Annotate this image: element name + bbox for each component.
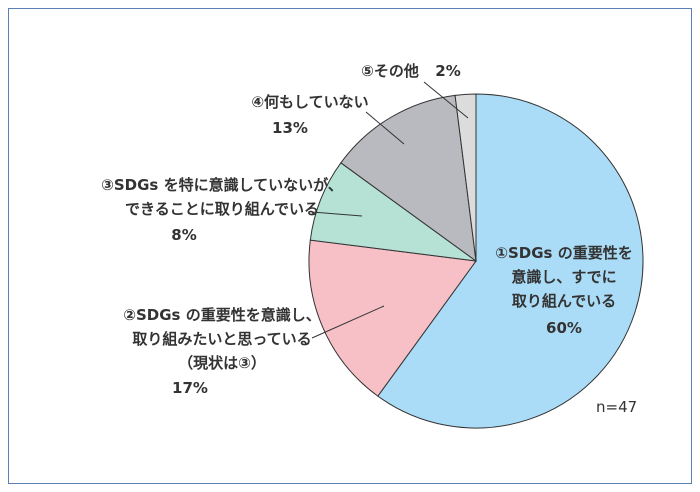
leader-lines (311, 81, 469, 339)
sample-size-note: n=47 (596, 398, 637, 416)
pie-slice-2 (308, 239, 477, 397)
slice-label-1-line-2: 意識し、すでに (511, 268, 616, 286)
leader-line-4 (365, 111, 405, 145)
slice-label-5-line-1: ⑤その他 (361, 62, 419, 80)
slice-label-4-line-1: ④何もしていない (251, 93, 368, 111)
slice-label-1-line-1: ①SDGs の重要性を (495, 244, 632, 262)
slice-value-label-3: 8% (171, 226, 196, 244)
leader-line-2 (311, 305, 385, 339)
slice-value-label-2: 17% (172, 379, 208, 397)
leader-line-3 (311, 211, 363, 217)
pie-slice-4 (340, 94, 477, 263)
slice-value-label-5: 2% (435, 62, 460, 80)
pie-slice-1 (377, 93, 644, 429)
slice-label-1-line-3: 取り組んでいる (512, 292, 616, 310)
slice-label-2-line-2: 取り組みたいと思っている (132, 330, 311, 348)
slice-value-label-1: 60% (546, 319, 582, 337)
slice-label-2-line-3: （現状は③） (178, 354, 266, 372)
slice-label-3-line-1: ③SDGs を特に意識していないが、 (101, 176, 343, 194)
leader-line-5 (423, 81, 469, 119)
slice-value-label-4: 13% (272, 119, 308, 137)
slice-label-3-line-2: できることに取り組んでいる (125, 200, 319, 218)
slice-label-2-line-1: ②SDGs の重要性を意識し、 (123, 306, 320, 324)
pie-slice-5 (454, 93, 477, 262)
pie-slices (308, 93, 644, 429)
